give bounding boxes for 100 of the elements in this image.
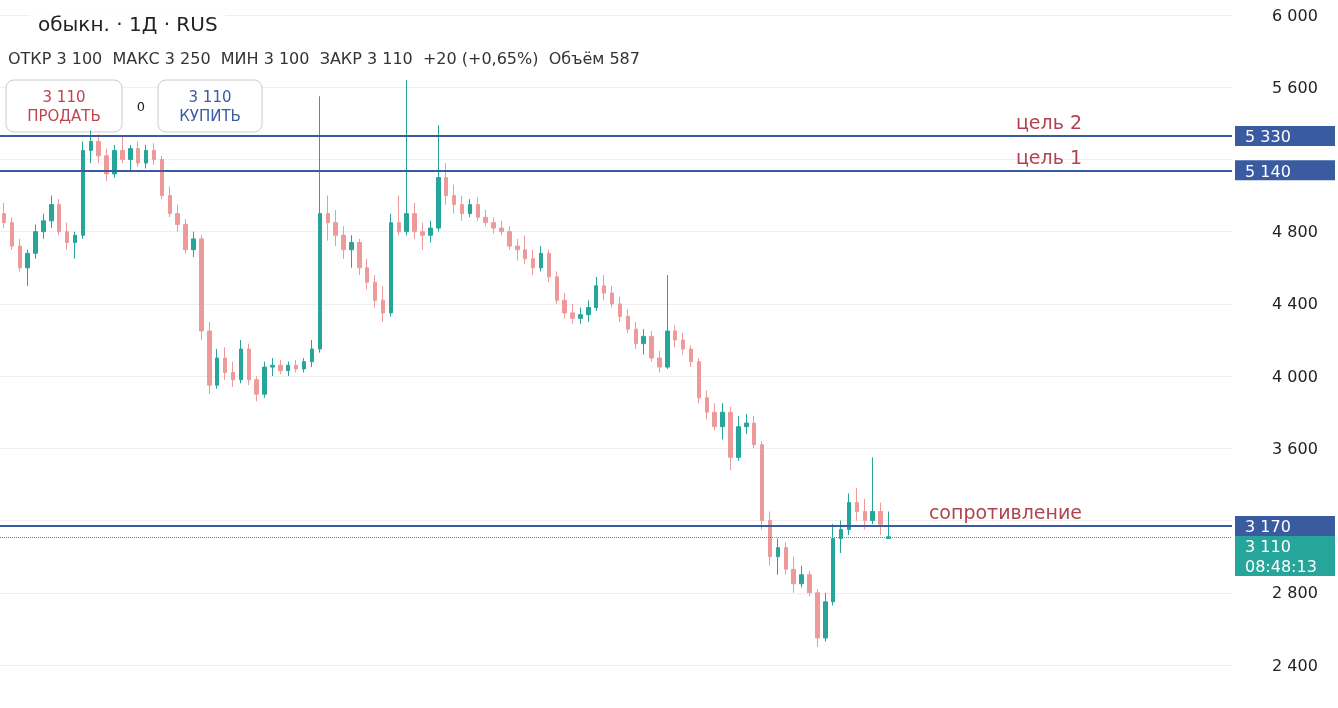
candlestick <box>547 249 551 283</box>
candlestick <box>863 498 867 531</box>
candlestick <box>412 202 417 240</box>
candlestick <box>73 231 77 260</box>
candlestick <box>736 415 741 462</box>
annotation: 3 110 ПРОДАТЬ <box>27 87 101 125</box>
candlestick <box>578 307 583 325</box>
candlestick <box>752 415 756 449</box>
y-tick-label: 4 000 <box>1272 366 1318 386</box>
candlestick <box>49 195 54 229</box>
candlestick <box>389 213 393 318</box>
candlestick <box>784 541 788 576</box>
candlestick <box>728 406 733 471</box>
candlestick <box>357 238 362 276</box>
candlestick <box>491 216 496 234</box>
candlestick <box>223 346 227 381</box>
text: ОТКР 3 100 МАКС 3 250 МИН 3 100 ЗАКР 3 110 +20 (+0,65%) Объём 587 <box>8 48 640 68</box>
candlestick <box>760 440 764 531</box>
candlestick <box>152 142 156 166</box>
candlestick <box>175 204 180 233</box>
ref-line-label: сопротивление <box>928 501 1082 524</box>
candlestick <box>468 198 472 218</box>
candlestick <box>618 296 622 323</box>
candlestick <box>768 511 772 567</box>
candlestick <box>712 402 717 431</box>
candlestick <box>555 270 559 305</box>
candlestick <box>870 456 875 525</box>
candlestick <box>136 140 140 168</box>
candlestick <box>776 538 780 576</box>
candlestick <box>807 570 812 597</box>
candlestick <box>689 344 693 368</box>
candlestick <box>18 238 22 272</box>
candlestick <box>602 274 606 301</box>
candlestick <box>634 321 638 350</box>
candlestick <box>25 249 30 287</box>
candlestick <box>397 195 401 236</box>
candlestick <box>823 592 828 643</box>
candlestick <box>286 361 290 377</box>
candlestick <box>231 361 235 388</box>
candlestick <box>815 588 820 648</box>
candlestick <box>799 565 804 588</box>
candlestick <box>444 162 448 206</box>
candlestick <box>594 276 598 312</box>
candlestick <box>697 357 701 404</box>
candlestick <box>239 339 243 384</box>
candlestick <box>302 357 306 373</box>
candlestick <box>41 213 46 240</box>
candlestick <box>681 332 685 355</box>
candlestick <box>10 216 14 251</box>
candlestick <box>507 225 512 251</box>
candlestick <box>2 202 6 229</box>
candlestick <box>705 390 709 420</box>
candlestick <box>539 245 543 272</box>
candlestick <box>278 359 283 375</box>
candlestick <box>586 299 591 323</box>
candlestick <box>333 209 338 247</box>
candlestick <box>112 144 117 178</box>
ref-line-label: цель 1 <box>1015 145 1082 168</box>
candlestick <box>515 238 520 262</box>
candlestick <box>120 135 125 164</box>
candlestick <box>610 285 614 308</box>
candlestick <box>452 184 456 215</box>
candlestick <box>318 95 322 354</box>
candlestick <box>365 258 369 290</box>
candlestick <box>657 350 662 373</box>
candlestick <box>476 196 480 222</box>
annotation: 0 <box>136 98 146 114</box>
candlestick <box>791 556 796 594</box>
candlestick <box>89 130 93 164</box>
candlestick <box>562 292 567 319</box>
candlestick <box>649 330 654 363</box>
candlestick <box>381 285 385 323</box>
candlestick <box>207 321 212 395</box>
candlestick <box>428 220 433 243</box>
candlestick <box>199 234 204 341</box>
candlestick <box>531 249 535 276</box>
candlestick <box>183 218 188 254</box>
candlestick <box>720 402 725 440</box>
candlestick <box>128 144 133 171</box>
candlestick <box>57 198 61 236</box>
candlestick <box>310 339 314 368</box>
candlestick <box>96 133 101 164</box>
text: 3 110 <box>1245 537 1291 557</box>
y-tick-label: 6 000 <box>1272 5 1318 25</box>
candlestick <box>191 231 196 258</box>
candlestick <box>855 487 859 522</box>
candlestick <box>499 220 504 236</box>
candlestick <box>373 274 377 308</box>
candlestick <box>673 325 677 348</box>
text: 3 170 <box>1245 517 1291 537</box>
candlestick <box>254 375 259 402</box>
y-tick-label: 3 600 <box>1272 438 1318 458</box>
y-tick-label: 2 400 <box>1272 655 1318 675</box>
candlestick <box>326 195 330 242</box>
text: 08:48:13 <box>1245 557 1317 577</box>
candlestick <box>349 234 354 269</box>
candlestick <box>33 223 38 260</box>
candlestick <box>570 303 575 325</box>
candlestick <box>460 195 464 222</box>
candlestick <box>65 222 69 251</box>
